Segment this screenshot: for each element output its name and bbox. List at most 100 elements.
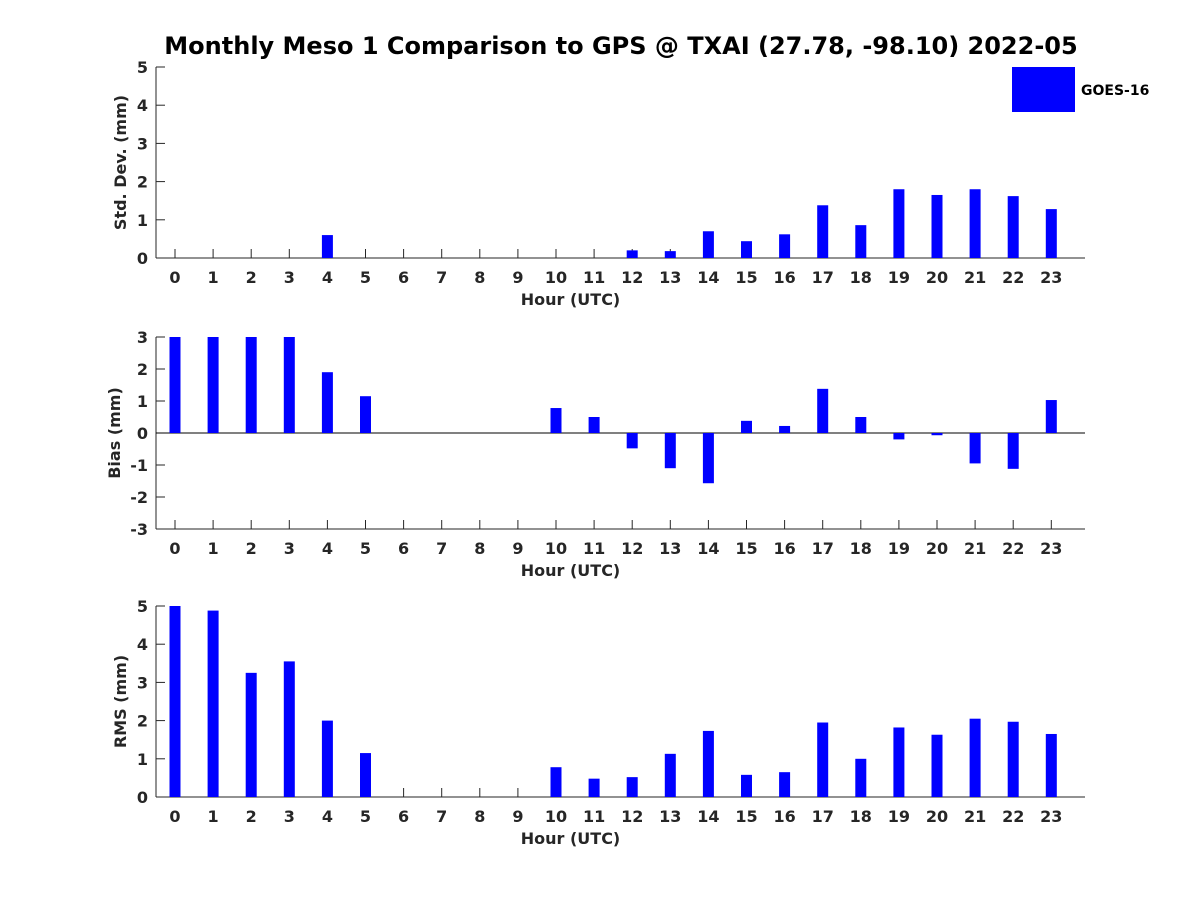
rms-y-tick-label: 4	[137, 635, 148, 654]
bias-y-tick-label: -1	[130, 456, 148, 475]
rms-bar-hour-13	[664, 753, 676, 797]
rms-x-tick-label: 15	[735, 807, 757, 826]
chart-title: Monthly Meso 1 Comparison to GPS @ TXAI …	[164, 32, 1077, 60]
std-dev-y-tick-label: 2	[137, 173, 148, 192]
rms-y-tick-label: 0	[137, 788, 148, 807]
std-dev-bar-hour-14	[702, 231, 714, 258]
rms-bar-hour-21	[969, 718, 981, 797]
bias-bar-hour-0	[169, 337, 181, 433]
rms-x-tick-label: 14	[697, 807, 719, 826]
bias-bar-hour-14	[702, 433, 714, 484]
bias-x-tick-label: 14	[697, 539, 719, 558]
std-dev-x-tick-label: 0	[169, 268, 180, 287]
std-dev-x-tick-label: 20	[926, 268, 948, 287]
bias-x-tick-label: 18	[850, 539, 872, 558]
bias-x-tick-label: 9	[512, 539, 523, 558]
bias-bar-hour-13	[664, 433, 676, 469]
rms-y-tick-label: 2	[137, 712, 148, 731]
rms-x-tick-label: 23	[1040, 807, 1062, 826]
bias-x-tick-label: 6	[398, 539, 409, 558]
bias-x-tick-label: 7	[436, 539, 447, 558]
std-dev-y-tick-label: 5	[137, 58, 148, 77]
std-dev-bar-hour-22	[1007, 196, 1019, 258]
rms-x-tick-label: 13	[659, 807, 681, 826]
bias-bar-hour-11	[588, 417, 600, 433]
std-dev-y-axis-label: Std. Dev. (mm)	[111, 95, 130, 230]
rms-bar-hour-15	[741, 774, 752, 797]
rms-x-tick-label: 22	[1002, 807, 1024, 826]
rms-bar-hour-18	[855, 758, 867, 797]
legend-swatch-goes-16	[1012, 67, 1075, 112]
bias-x-tick-label: 19	[888, 539, 910, 558]
bias-x-tick-label: 17	[812, 539, 834, 558]
rms-x-tick-label: 5	[360, 807, 371, 826]
rms-bar-hour-20	[931, 734, 943, 797]
rms-bar-hour-11	[588, 778, 600, 797]
std-dev-bar-hour-13	[664, 251, 676, 258]
bias-x-tick-label: 4	[322, 539, 333, 558]
rms-bar-hour-4	[321, 720, 333, 797]
rms-x-tick-label: 20	[926, 807, 948, 826]
bias-bar-hour-20	[931, 433, 943, 436]
rms-y-axis-label: RMS (mm)	[111, 655, 130, 748]
rms-bar-hour-5	[360, 753, 371, 797]
bias-bar-hour-16	[779, 425, 791, 433]
rms-x-tick-label: 7	[436, 807, 447, 826]
std-dev-x-tick-label: 5	[360, 268, 371, 287]
rms-bar-hour-23	[1045, 733, 1057, 797]
std-dev-x-tick-label: 11	[583, 268, 605, 287]
bias-bar-hour-21	[969, 433, 981, 464]
std-dev-bar-hour-16	[779, 234, 791, 258]
std-dev-x-tick-label: 1	[208, 268, 219, 287]
bias-y-tick-label: 2	[137, 360, 148, 379]
rms-bar-hour-12	[626, 777, 638, 797]
rms-bar-hour-16	[779, 772, 791, 797]
bias-x-tick-label: 21	[964, 539, 986, 558]
std-dev-x-tick-label: 23	[1040, 268, 1062, 287]
std-dev-y-tick-label: 4	[137, 96, 148, 115]
bias-x-tick-label: 15	[735, 539, 757, 558]
rms-bar-hour-14	[702, 730, 714, 797]
rms-bar-hour-2	[245, 672, 257, 797]
std-dev-x-tick-label: 8	[474, 268, 485, 287]
rms-y-tick-label: 3	[137, 673, 148, 692]
rms-x-tick-label: 11	[583, 807, 605, 826]
bias-bar-hour-12	[626, 433, 638, 449]
rms-x-tick-label: 2	[246, 807, 257, 826]
legend-label-goes-16: GOES-16	[1081, 83, 1149, 99]
rms-x-tick-label: 1	[208, 807, 219, 826]
rms-y-tick-label: 1	[137, 750, 148, 769]
bias-x-tick-label: 5	[360, 539, 371, 558]
bias-x-tick-label: 3	[284, 539, 295, 558]
bias-x-tick-label: 22	[1002, 539, 1024, 558]
bias-x-tick-label: 16	[773, 539, 795, 558]
rms-x-tick-label: 8	[474, 807, 485, 826]
std-dev-bar-hour-18	[855, 225, 867, 258]
rms-bar-hour-1	[207, 610, 219, 797]
std-dev-x-tick-label: 15	[735, 268, 757, 287]
rms-x-tick-label: 12	[621, 807, 643, 826]
bias-bar-hour-15	[741, 420, 752, 433]
bias-bar-hour-17	[817, 388, 829, 433]
rms-bar-hour-3	[283, 661, 295, 797]
std-dev-x-axis-label: Hour (UTC)	[521, 290, 621, 309]
std-dev-y-tick-label: 3	[137, 134, 148, 153]
bias-bar-hour-3	[283, 337, 295, 433]
std-dev-x-tick-label: 18	[850, 268, 872, 287]
rms-x-tick-label: 18	[850, 807, 872, 826]
std-dev-x-tick-label: 21	[964, 268, 986, 287]
rms-x-axis-label: Hour (UTC)	[521, 829, 621, 848]
std-dev-x-tick-label: 10	[545, 268, 567, 287]
bias-y-tick-label: -3	[130, 520, 148, 539]
bias-bar-hour-1	[207, 337, 219, 433]
bias-x-tick-label: 8	[474, 539, 485, 558]
rms-bar-hour-22	[1007, 721, 1019, 797]
bias-y-axis-label: Bias (mm)	[105, 387, 124, 479]
rms-bar-hour-0	[169, 606, 181, 797]
bias-x-tick-label: 13	[659, 539, 681, 558]
rms-x-tick-label: 10	[545, 807, 567, 826]
bias-x-tick-label: 11	[583, 539, 605, 558]
std-dev-y-tick-label: 1	[137, 211, 148, 230]
